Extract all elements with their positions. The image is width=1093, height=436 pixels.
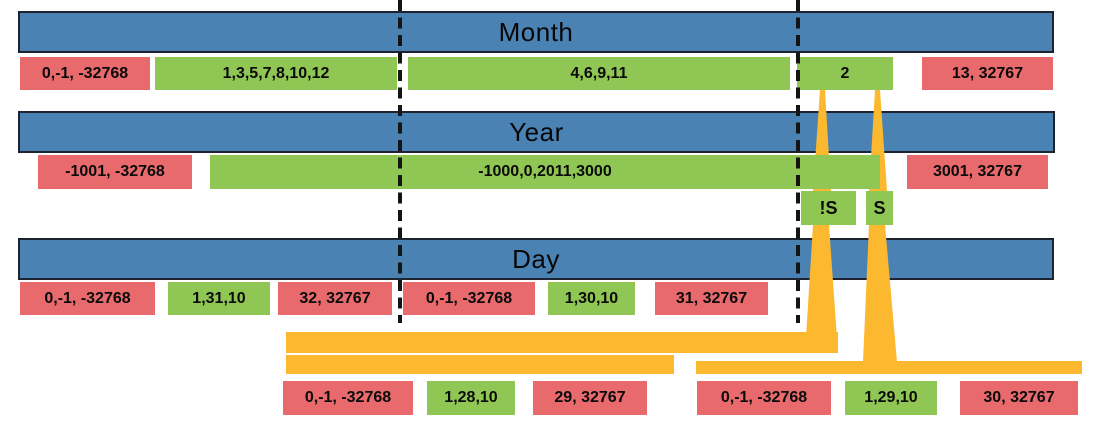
month-invalid-low: 0,-1, -32768 — [20, 57, 150, 90]
year-bar-title: Year — [509, 116, 564, 147]
day-bar-title: Day — [512, 243, 560, 274]
feb28-valid: 1,28,10 — [427, 381, 515, 415]
feb28-invalid-low: 0,-1, -32768 — [283, 381, 413, 415]
month-bar: Month — [18, 11, 1054, 53]
month-valid-30day: 4,6,9,11 — [408, 57, 790, 90]
year-invalid-low: -1001, -32768 — [38, 155, 192, 189]
feb29-valid: 1,29,10 — [845, 381, 937, 415]
nonleap-needle-bottom — [805, 225, 838, 353]
feb-leap-group-bar — [696, 361, 1082, 374]
feb29-invalid-high: 30, 32767 — [960, 381, 1078, 415]
day30-invalid-low: 0,-1, -32768 — [403, 282, 535, 315]
month-valid-31day: 1,3,5,7,8,10,12 — [155, 57, 397, 90]
leap-needle-bottom — [863, 225, 897, 362]
day31-invalid-high: 32, 32767 — [278, 282, 392, 315]
month-bar-title: Month — [498, 16, 574, 47]
leap-flag-not-leap: !S — [801, 191, 856, 225]
feb-nonleap-group-bar — [286, 355, 674, 374]
feb29-invalid-low: 0,-1, -32768 — [697, 381, 831, 415]
day30-valid: 1,30,10 — [548, 282, 635, 315]
year-valid: -1000,0,2011,3000 — [210, 155, 880, 189]
feb28-invalid-high: 29, 32767 — [533, 381, 647, 415]
leap-flag-leap: S — [866, 191, 893, 225]
month-invalid-high: 13, 32767 — [922, 57, 1053, 90]
month-valid-february: 2 — [797, 57, 893, 90]
feb-nonleap-connector-arm — [286, 332, 838, 353]
year-invalid-high: 3001, 32767 — [907, 155, 1048, 189]
day31-valid: 1,31,10 — [168, 282, 270, 315]
day30-invalid-high: 31, 32767 — [655, 282, 768, 315]
day31-invalid-low: 0,-1, -32768 — [20, 282, 155, 315]
